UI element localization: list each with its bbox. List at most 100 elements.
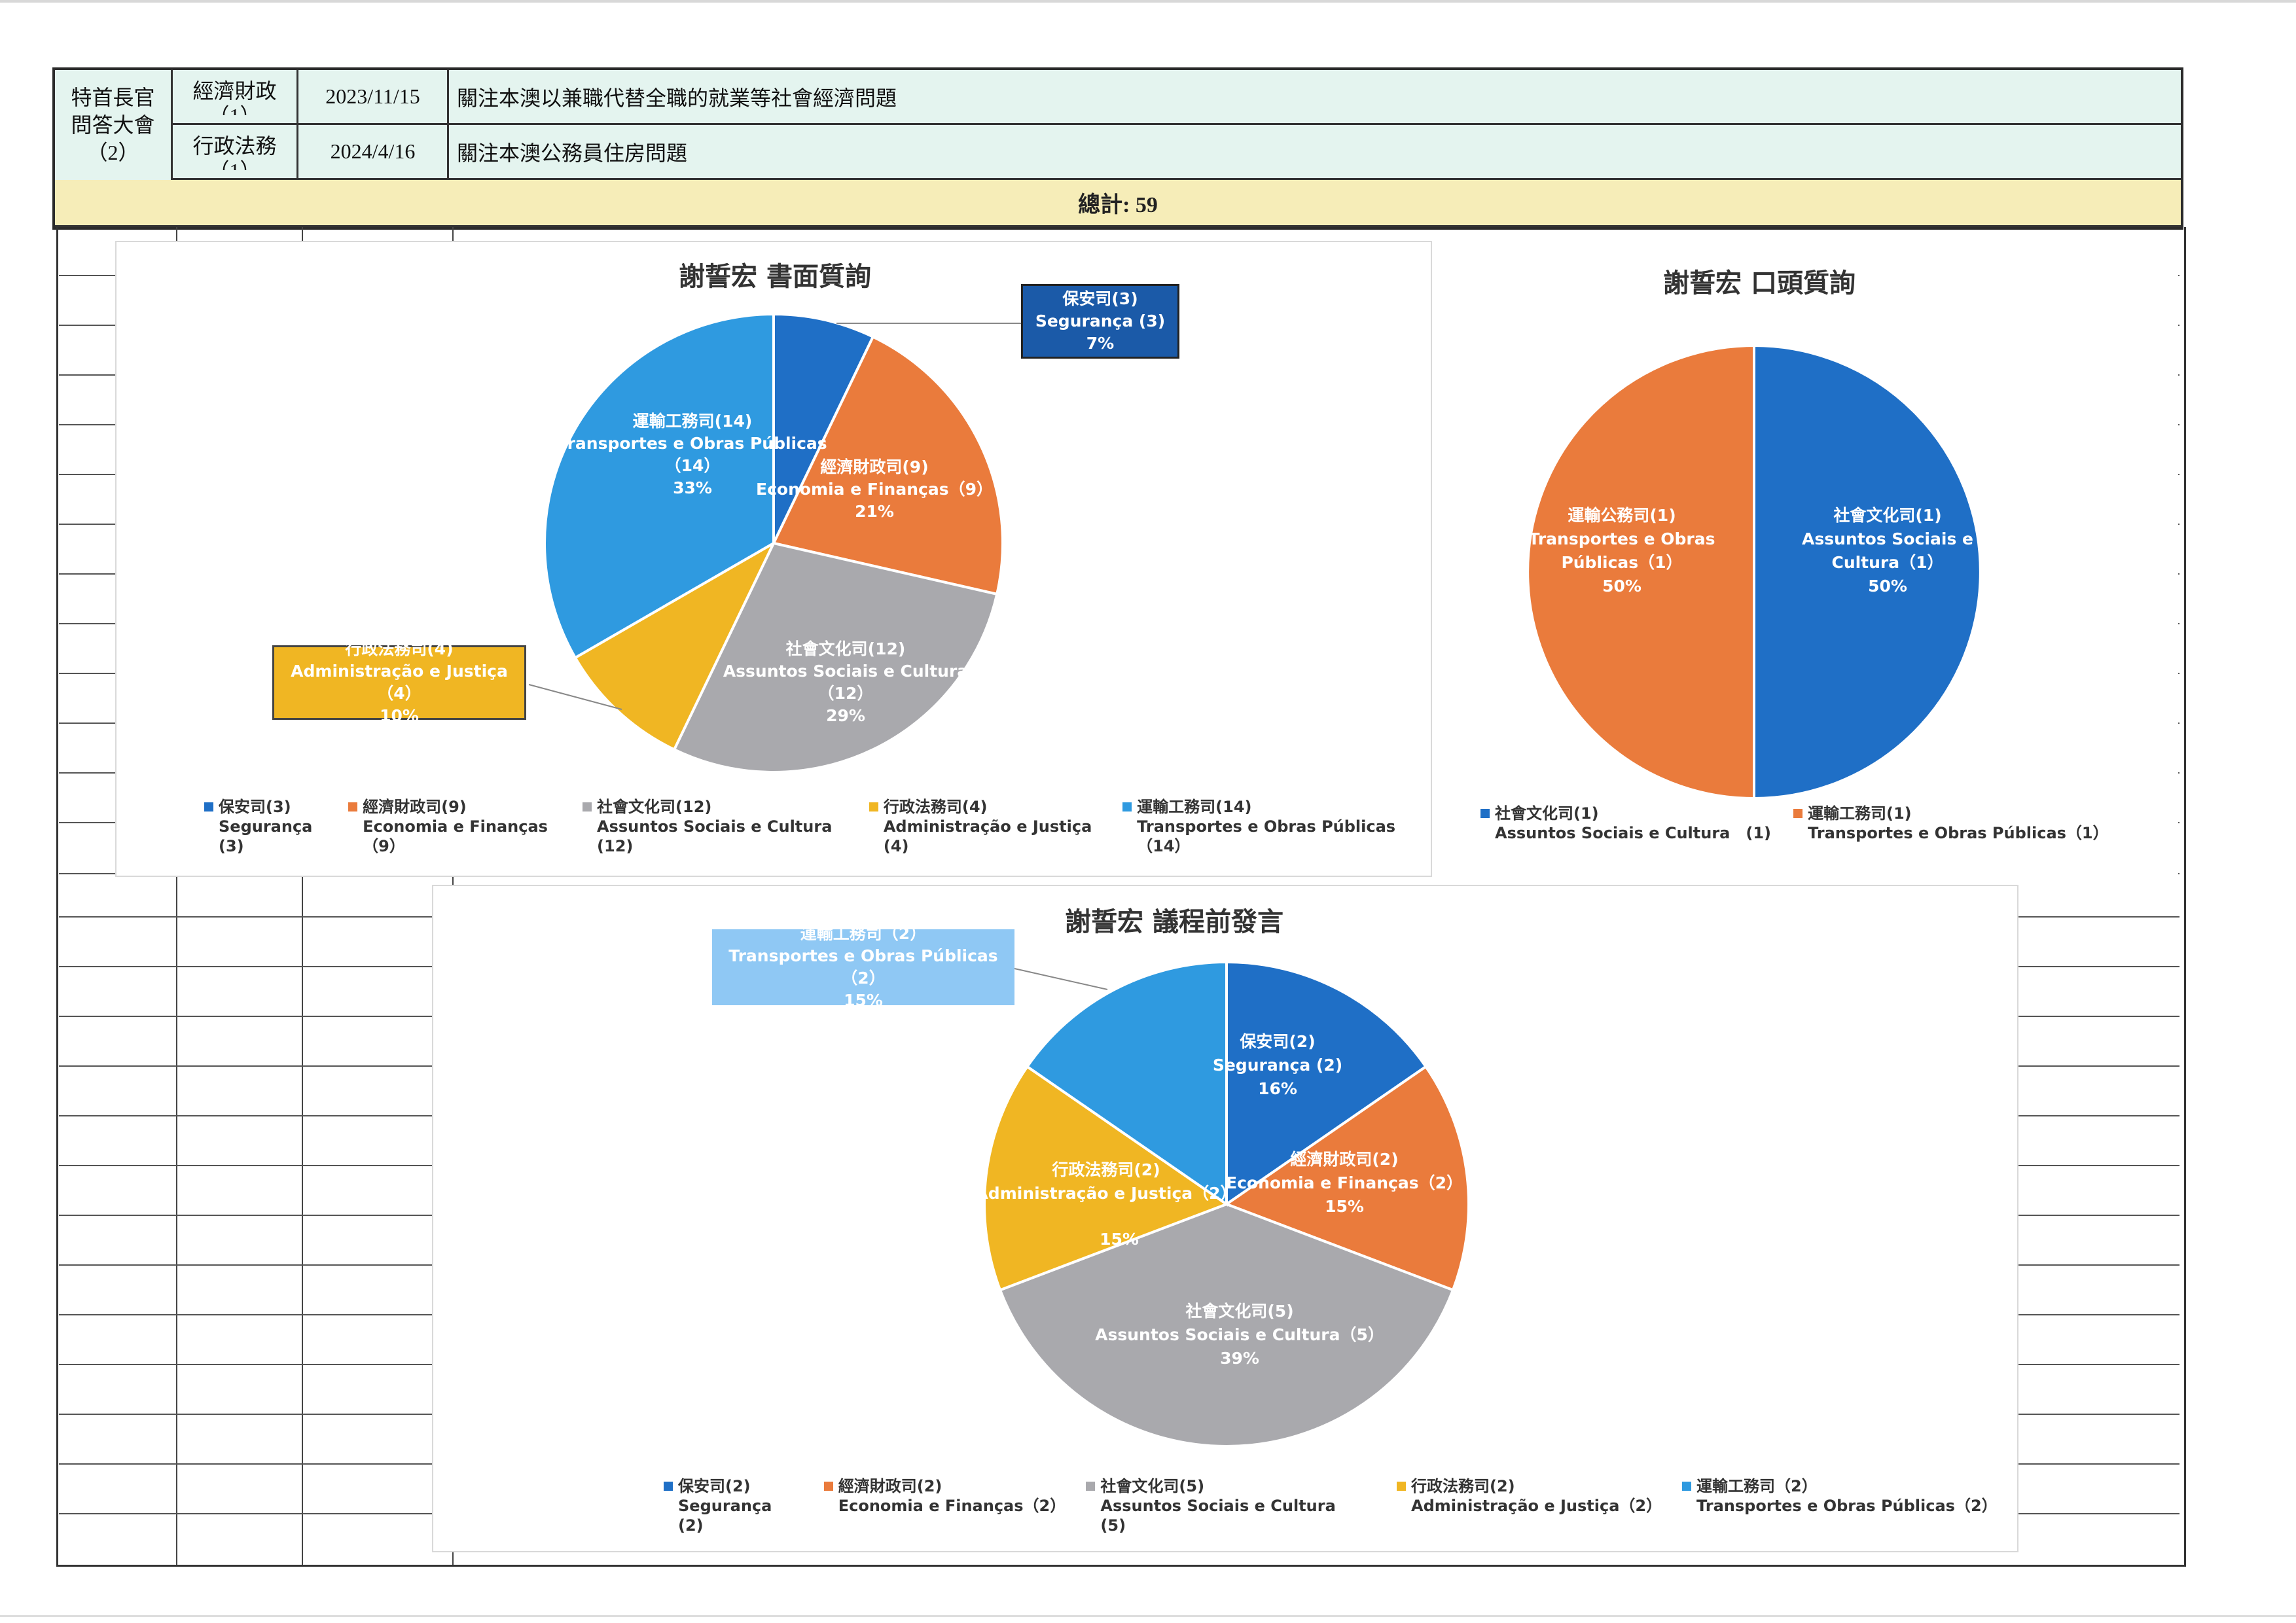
chart-legend: 保安司(2) Segurança (2) 經濟財政司(2) Economia e Fi… <box>664 1476 2017 1535</box>
legend-item: 運輸工務司（2） Transportes e Obras Públicas（2） <box>1682 1476 1998 1535</box>
legend-swatch <box>664 1482 673 1491</box>
slice-label: 社會文化司(12) <box>786 639 906 658</box>
slice-label: 運輸公務司(1) <box>1568 506 1676 525</box>
slice-label: 50% <box>1868 577 1907 596</box>
slice-label: Economia e Finanças（9） <box>756 480 993 499</box>
callout-line: Administração e Justiça（4） <box>291 662 508 703</box>
pie-chart: 經濟財政司(9) Economia e Finanças（9） 21% 社會文化司(1… <box>528 312 1021 774</box>
callout-line: Transportes e Obras Públicas（2） <box>728 946 998 988</box>
legend-swatch <box>1682 1482 1692 1491</box>
chart-title: 謝誓宏 議程前發言 <box>1065 907 1283 937</box>
legend-sublabel: Transportes e Obras Públicas（14） <box>1137 817 1396 855</box>
legend-item: 社會文化司(1) Assuntos Sociais e Cultura (1) <box>1480 804 1771 843</box>
legend-swatch <box>823 1482 833 1491</box>
slice-label: 經濟財政司(9) <box>820 457 928 476</box>
pie-slice-social <box>1753 344 1982 800</box>
legend-sublabel: Administração e Justiça (4) <box>883 817 1108 855</box>
slice-label: Transportes e Obras <box>1529 529 1715 548</box>
page-top-edge <box>0 0 2296 3</box>
category-label: 行政法務 <box>192 134 277 158</box>
callout-line: 運輸工務司（2） <box>800 924 927 943</box>
slice-label: 社會文化司(1) <box>1833 506 1941 525</box>
legend-swatch <box>1793 809 1803 818</box>
callout-leader-line <box>1014 968 1108 990</box>
topic-cell: 關注本澳以兼職代替全職的就業等社會經濟問題 <box>449 70 2181 123</box>
pie-slice-transport <box>543 312 775 660</box>
slice-label: 社會文化司(5) <box>1185 1302 1293 1321</box>
group-label-line: 問答大會 <box>71 113 155 137</box>
callout-line: 保安司(3) <box>1062 289 1138 308</box>
legend-swatch <box>1480 809 1490 818</box>
pie-chart: 社會文化司(1) Assuntos Sociais e Cultura（1） 50% 運… <box>1526 344 1982 800</box>
legend-sublabel: Economia e Finanças（9） <box>363 817 548 855</box>
slice-label: 15% <box>1325 1197 1364 1216</box>
legend-label: 社會文化司(1) <box>1495 804 1599 823</box>
slice-label: （14） <box>665 456 721 475</box>
chart-legend: 保安司(3) Segurança (3) 經濟財政司(9) Economia e Fi… <box>204 797 1431 856</box>
pie-slice-social <box>998 1202 1455 1448</box>
pie-slice-security <box>1225 960 1428 1207</box>
pie-slice-admin <box>573 540 777 752</box>
slice-label: 39% <box>1220 1349 1259 1368</box>
callout-line: 7% <box>1086 334 1115 353</box>
legend-item: 行政法務司(4) Administração e Justiça (4) <box>869 797 1108 856</box>
pie-slice-admin <box>983 1065 1230 1292</box>
total-row: 總計: 59 <box>55 180 2181 227</box>
chart-legend: 社會文化司(1) Assuntos Sociais e Cultura (1) 運輸… <box>1480 804 2131 843</box>
group-label-line: （2） <box>86 141 139 164</box>
category-sub: （1） <box>208 158 260 170</box>
legend-swatch <box>1122 802 1132 812</box>
slice-label: 經濟財政司(2) <box>1290 1150 1398 1169</box>
legend-label: 社會文化司(12) <box>597 798 712 816</box>
legend-swatch <box>1397 1482 1407 1491</box>
slice-label: 運輸工務司(14) <box>633 412 753 431</box>
legend-label: 保安司(2) <box>678 1477 751 1495</box>
slice-label: 16% <box>1258 1079 1297 1098</box>
legend-sublabel: Economia e Finanças（2） <box>838 1497 1066 1515</box>
slice-label: 行政法務司(2) <box>1051 1160 1160 1179</box>
legend-sublabel: Transportes e Obras Públicas（2） <box>1696 1497 1998 1515</box>
legend-label: 經濟財政司(2) <box>838 1477 942 1495</box>
pie-slice-economy <box>1223 1065 1470 1292</box>
legend-label: 運輸工務司(1) <box>1808 804 1912 823</box>
pie-slice-social <box>672 541 999 774</box>
slice-label: 保安司(2) <box>1239 1032 1315 1051</box>
chart-title: 謝誓宏 口頭質詢 <box>1663 268 1856 298</box>
legend-item: 保安司(2) Segurança (2) <box>664 1476 802 1535</box>
slice-label: Públicas（1） <box>1561 553 1682 572</box>
table-row: 行政法務 （1） 2024/4/16 關注本澳公務員住房問題 <box>55 125 2181 180</box>
category-label: 經濟財政 <box>192 79 277 103</box>
category-cell: 經濟財政 （1） <box>173 70 298 123</box>
slice-label: 15% <box>1100 1230 1139 1249</box>
topic-text: 關注本澳公務員住房問題 <box>457 141 688 165</box>
transport-callout: 運輸工務司（2） Transportes e Obras Públicas（2）… <box>712 924 1014 1010</box>
slice-label: （12） <box>818 684 874 703</box>
legend-swatch <box>869 802 878 812</box>
legend-swatch <box>583 802 592 812</box>
slice-label: Transportes e Obras Públicas <box>558 434 827 453</box>
legend-sublabel: Segurança (2) <box>678 1497 772 1535</box>
legend-sublabel: Administração e Justiça（2） <box>1411 1497 1662 1515</box>
legend-swatch <box>348 802 358 812</box>
callout-line: 10% <box>380 706 419 725</box>
date-cell: 2023/11/15 <box>298 70 449 123</box>
legend-item: 經濟財政司(9) Economia e Finanças（9） <box>348 797 560 856</box>
page-bottom-edge <box>0 1615 2296 1617</box>
slice-label: Segurança (2) <box>1213 1056 1342 1075</box>
slice-label: 50% <box>1602 577 1641 596</box>
legend-label: 行政法務司(4) <box>883 798 988 816</box>
legend-item: 運輸工務司(14) Transportes e Obras Públicas（14… <box>1122 797 1408 856</box>
legend-item: 社會文化司(5) Assuntos Sociais e Cultura (5) <box>1086 1476 1374 1535</box>
pie-slice-transport <box>1025 960 1228 1207</box>
legend-item: 經濟財政司(2) Economia e Finanças（2） <box>823 1476 1066 1535</box>
slice-label: Administração e Justiça（2） <box>975 1184 1236 1203</box>
legend-label: 運輸工務司(14) <box>1137 798 1252 816</box>
legend-sublabel: Segurança (3) <box>219 817 313 855</box>
total-text: 總計: 59 <box>1078 193 1158 217</box>
date-cell: 2024/4/16 <box>298 125 449 178</box>
legend-sublabel: Transportes e Obras Públicas（1） <box>1808 824 2109 842</box>
oral-questions-chart: 謝誓宏 口頭質詢 社會文化司(1) Assuntos Sociais e Cultu… <box>1432 241 2178 877</box>
legend-item: 保安司(3) Segurança (3) <box>204 797 326 856</box>
slice-label: 21% <box>855 502 894 521</box>
callout-line: 行政法務司(4) <box>345 639 454 658</box>
